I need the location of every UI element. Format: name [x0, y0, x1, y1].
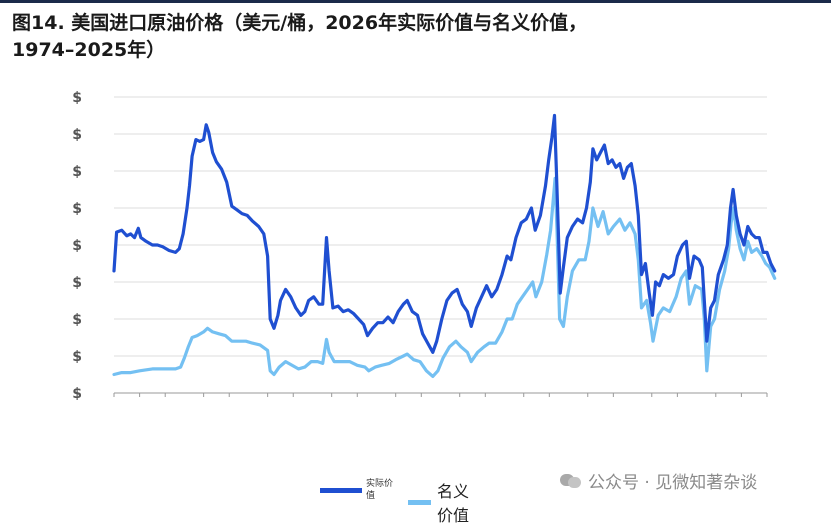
y-tick-label: $ — [72, 386, 82, 402]
title-line-1: 图14. 美国进口原油价格（美元/桶，2026年实际价值与名义价值， — [12, 12, 588, 34]
header-rule — [0, 0, 831, 3]
legend-item-nominal: 名义价值 — [408, 478, 472, 526]
y-axis-tick-labels: $ $ $ $ $ $ $ $ $ — [72, 90, 82, 402]
legend-swatch-nominal — [408, 499, 431, 505]
wechat-icon — [560, 472, 582, 490]
series-lines — [112, 113, 777, 378]
legend-label-real: 实际价值 — [366, 479, 394, 501]
y-tick-label: $ — [72, 238, 82, 254]
watermark: 公众号 · 见微知著杂谈 — [560, 468, 757, 493]
chart-title: 图14. 美国进口原油价格（美元/桶，2026年实际价值与名义价值， 1974–… — [12, 10, 812, 64]
y-tick-label: $ — [72, 127, 82, 143]
series-line-real — [112, 113, 777, 354]
y-tick-label: $ — [72, 275, 82, 291]
series-line-nominal — [112, 176, 777, 378]
y-tick-label: $ — [72, 201, 82, 217]
y-tick-label: $ — [72, 349, 82, 365]
line-chart: $ $ $ $ $ $ $ $ $ — [72, 90, 777, 402]
legend-label-nominal: 名义价值 — [436, 482, 469, 525]
legend-item-real: 实际价值 — [320, 478, 396, 502]
y-tick-label: $ — [72, 90, 82, 106]
y-tick-label: $ — [72, 164, 82, 180]
gridlines — [114, 96, 767, 357]
legend-swatch-real — [320, 487, 362, 493]
x-axis-tick-marks — [113, 393, 768, 397]
title-line-2: 1974–2025年） — [12, 39, 166, 61]
watermark-text: 公众号 · 见微知著杂谈 — [588, 473, 758, 493]
y-tick-label: $ — [72, 312, 82, 328]
